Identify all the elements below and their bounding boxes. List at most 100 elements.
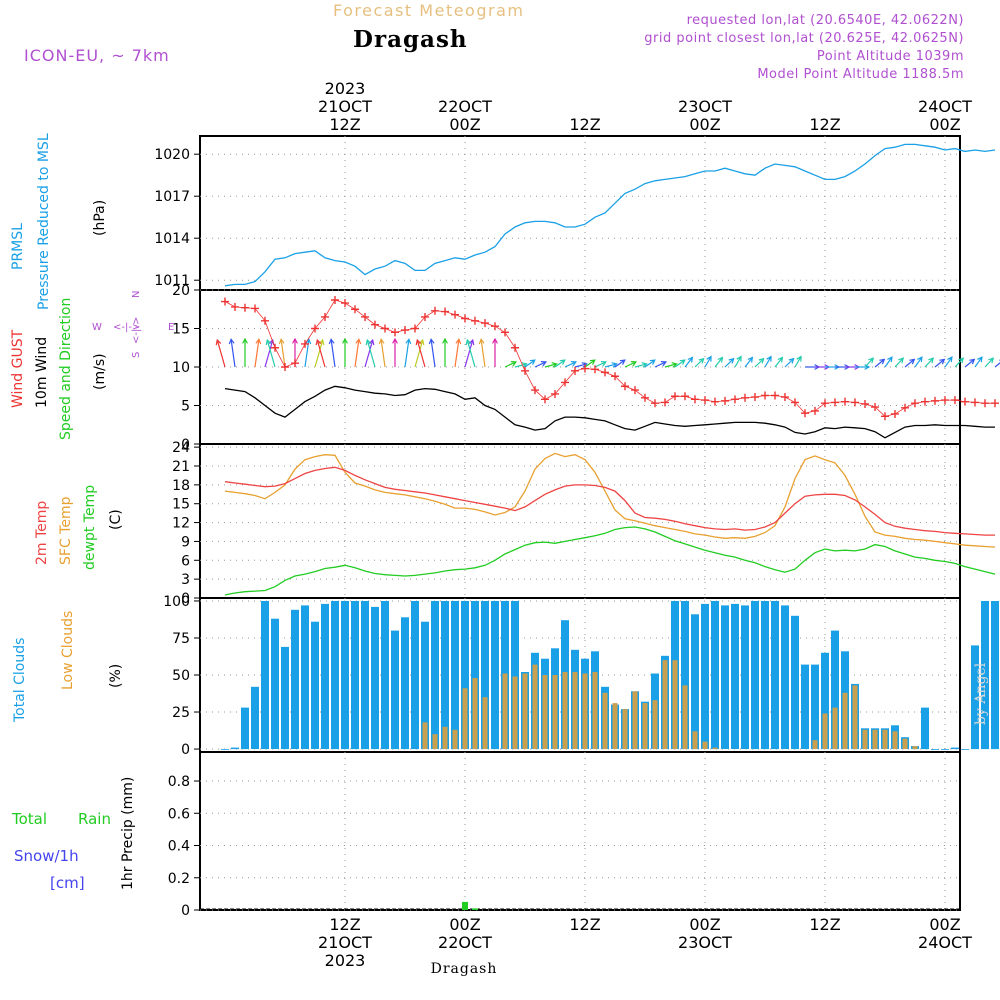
low-cloud-bar (442, 726, 448, 749)
wind-direction-arrow (664, 363, 677, 368)
label-rain: Rain (78, 810, 111, 828)
gust-point (451, 310, 459, 319)
total-cloud-bar (251, 686, 259, 749)
gust-point (881, 412, 889, 421)
gust-point (661, 398, 669, 407)
low-cloud-bar (462, 688, 468, 749)
total-cloud-bar (391, 630, 399, 750)
wind-arrow-head (600, 361, 608, 367)
wind-arrow-head (958, 357, 965, 364)
precip-labels: Total Rain Snow/1h [cm] 1hr Precip (mm) (11, 777, 136, 892)
compass-e: E (168, 322, 174, 333)
total-cloud-bar (401, 617, 409, 750)
wind-direction-arrow (454, 339, 460, 368)
wind-arrow-head (242, 337, 248, 344)
top-time-label: 00Z (689, 115, 720, 134)
wind-direction-arrow (904, 358, 915, 368)
gust-point (321, 312, 329, 321)
low-cloud-bar (582, 673, 588, 749)
wind-direction-arrow (414, 339, 424, 368)
low-cloud-bar (822, 713, 828, 749)
gust-point (961, 397, 969, 406)
wind-arrow-head (510, 361, 518, 367)
label-pressure-msl: Pressure Reduced to MSL (36, 133, 52, 310)
bottom-time-label: 12Z (329, 915, 360, 934)
total-cloud-bar (751, 601, 759, 750)
wind-direction-arrow (254, 339, 260, 368)
wind-direction-arrow (464, 339, 474, 368)
gust-point (801, 409, 809, 418)
wind-direction-arrow (480, 339, 486, 368)
gust-point (381, 324, 389, 333)
low-cloud-bar (522, 673, 528, 749)
wind-arrow-head (355, 338, 362, 345)
total-cloud-bar (301, 605, 309, 749)
label-c: (C) (108, 509, 124, 530)
total-cloud-bar (951, 747, 959, 750)
precip-ytick-label: 0.6 (168, 806, 190, 822)
wind-ytick-label: 0 (181, 437, 190, 453)
wind-direction-arrow (216, 339, 226, 368)
gust-point (511, 343, 519, 352)
wind-direction-arrow (354, 339, 360, 368)
wind-arrow-head (928, 357, 935, 364)
requested-coords: requested lon,lat (20.6540E, 42.0622N) (687, 13, 964, 28)
total-cloud-bar (331, 601, 339, 750)
gust-point (241, 303, 249, 312)
gust-point (951, 396, 959, 405)
total-cloud-bar (731, 603, 739, 749)
wind-arrow-head (988, 357, 995, 364)
gust-point (771, 391, 779, 400)
gust-point (291, 359, 299, 368)
wind-arrow-head (879, 358, 886, 365)
wind-arrow-head (559, 359, 566, 365)
wind-direction-arrow (416, 339, 426, 368)
wind-direction-arrow (724, 358, 735, 368)
low-cloud-bar (692, 731, 698, 750)
label-total-clouds: Total Clouds (12, 638, 28, 723)
wind-arrow-head (442, 337, 448, 344)
wind-direction-arrow (684, 357, 693, 368)
total-cloud-bar (971, 645, 979, 750)
wind-direction-arrow (466, 339, 476, 368)
wind-direction-arrow (584, 359, 596, 368)
bottom-time-label: 22OCT (438, 933, 492, 952)
total-cloud-bar (481, 601, 489, 750)
gust-point (491, 322, 499, 331)
wind-direction-arrow (884, 356, 893, 368)
gust-point (651, 399, 659, 408)
wind-panel: 0 5 10 15 20 (172, 283, 1000, 453)
total-cloud-bar (441, 601, 449, 750)
wind-direction-arrow (934, 358, 945, 368)
wind-direction-arrow (924, 357, 934, 368)
low-cloud-bar (622, 709, 628, 750)
temp-ytick-label: 21 (172, 459, 190, 475)
gust-point (231, 302, 239, 311)
temp-ytick-label: 15 (172, 497, 190, 513)
gust-point (861, 399, 869, 408)
clouds-ytick-label: 50 (172, 668, 190, 684)
top-time-label: 23OCT (678, 97, 732, 116)
temp-ytick-label: 0 (181, 591, 190, 607)
low-cloud-bar (552, 675, 558, 749)
wind-direction-arrow (366, 339, 376, 368)
gust-point (621, 382, 629, 391)
gust-point (981, 399, 989, 408)
gust-point (781, 393, 789, 402)
point-altitude: Point Altitude 1039m (817, 49, 964, 64)
wind-arrow-head (796, 355, 802, 362)
low-cloud-bar (602, 692, 608, 750)
gust-point (741, 393, 749, 402)
gust-point (561, 378, 569, 387)
precip-ytick-label: 0.2 (168, 871, 190, 887)
gust-point (251, 304, 259, 313)
pressure-panel: 1011 1014 1017 1020 (154, 135, 996, 291)
wind-direction-arrow (604, 363, 617, 368)
wind-arrow-head (378, 338, 385, 345)
wind-arrow-head (736, 355, 742, 362)
watermark: by Angel (973, 662, 989, 725)
gust-point (351, 305, 359, 314)
wind-arrow-head (641, 362, 648, 368)
low-cloud-bar (642, 703, 648, 749)
wind-direction-arrow (754, 358, 765, 368)
